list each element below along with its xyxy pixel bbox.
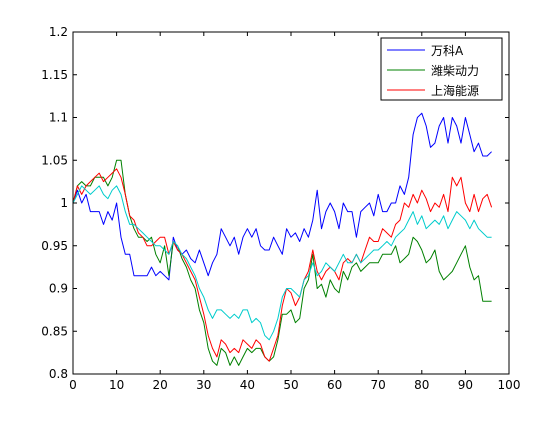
x-tick-label: 100 xyxy=(498,378,521,392)
legend-label-1: 潍柴动力 xyxy=(431,64,479,78)
y-tick-label: 1 xyxy=(60,196,68,210)
y-tick-label: 1.2 xyxy=(49,25,68,39)
x-tick-label: 90 xyxy=(458,378,473,392)
x-tick-label: 40 xyxy=(240,378,255,392)
x-tick-label: 50 xyxy=(283,378,298,392)
y-tick-label: 0.85 xyxy=(41,324,68,338)
series-line-3 xyxy=(72,185,492,341)
series-line-0 xyxy=(72,112,492,281)
y-tick-label: 0.95 xyxy=(41,239,68,253)
legend-label-0: 万科A xyxy=(431,44,464,58)
axis-layer: 0 10 20 30 40 50 60 70 80 90 100 0.8 0.85 0.9 0.95 1 1.0… xyxy=(41,25,520,392)
y-tick-label: 1.05 xyxy=(41,153,68,167)
x-tick-label: 20 xyxy=(153,378,168,392)
y-tick-label: 1.15 xyxy=(41,68,68,82)
series-layer xyxy=(72,112,493,366)
x-tick-label: 70 xyxy=(371,378,386,392)
x-tick-label: 80 xyxy=(414,378,429,392)
series-line-2 xyxy=(72,168,493,362)
x-tick-label: 10 xyxy=(109,378,124,392)
legend-label-2: 上海能源 xyxy=(431,83,479,98)
y-tick-label: 0.9 xyxy=(49,282,68,296)
x-tick-label: 60 xyxy=(327,378,342,392)
x-tick-label: 30 xyxy=(196,378,211,392)
y-tick-label: 0.8 xyxy=(49,367,68,381)
y-tick-label: 1.1 xyxy=(49,111,68,125)
x-tick-label: 0 xyxy=(69,378,77,392)
